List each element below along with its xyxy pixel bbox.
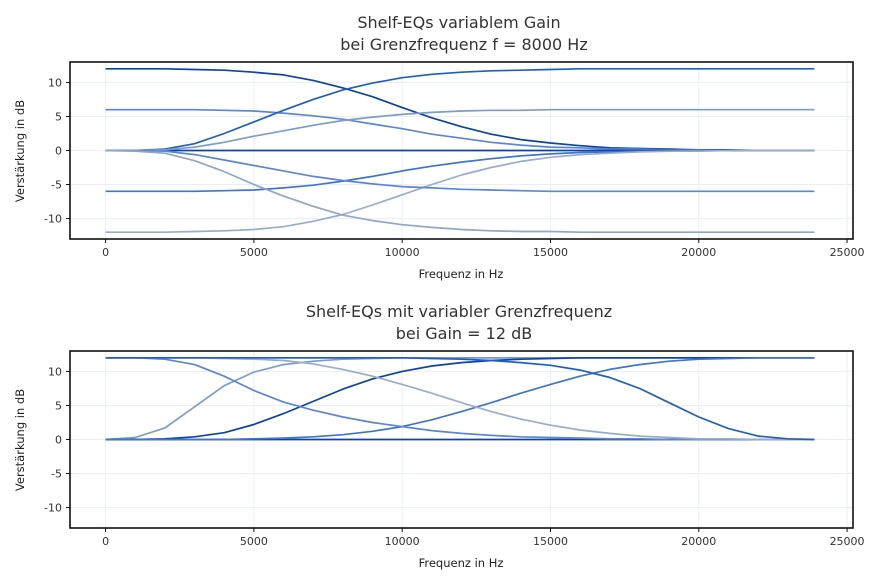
chart-title-line-2: bei Grenzfrequenz f = 8000 Hz — [340, 35, 587, 54]
x-tick-label: 0 — [102, 535, 109, 548]
y-tick-label: -5 — [51, 179, 62, 192]
x-tick-label: 10000 — [385, 246, 420, 259]
x-tick-label: 0 — [102, 246, 109, 259]
subplot-gain: Shelf-EQs variablem Gain bei Grenzfreque… — [13, 13, 865, 281]
y-tick-label: 10 — [48, 76, 62, 89]
series-lines — [105, 356, 815, 441]
x-tick-label: 25000 — [830, 246, 865, 259]
y-tick-label: -5 — [51, 468, 62, 481]
chart-title-line-1: Shelf-EQs mit variabler Grenzfrequenz — [306, 302, 612, 321]
series-line-4 — [105, 356, 815, 441]
y-axis-label: Verstärkung in dB — [13, 100, 27, 202]
x-tick-label: 15000 — [533, 535, 568, 548]
x-axis-label: Frequenz in Hz — [419, 556, 504, 570]
y-tick-label: 5 — [55, 399, 62, 412]
series-line-9 — [105, 149, 815, 234]
series-line-8 — [105, 149, 815, 193]
series-line-8 — [105, 356, 815, 441]
y-tick-label: 10 — [48, 365, 62, 378]
chart-title-line-1: Shelf-EQs variablem Gain — [357, 13, 560, 32]
x-tick-label: 25000 — [830, 535, 865, 548]
y-axis-label: Verstärkung in dB — [13, 389, 27, 491]
y-tick-label: 0 — [55, 145, 62, 158]
x-axis-label: Frequenz in Hz — [419, 267, 504, 281]
series-line-6 — [105, 67, 815, 152]
x-tick-label: 5000 — [240, 246, 268, 259]
y-tick-label: -10 — [44, 502, 62, 515]
chart-title-line-2: bei Gain = 12 dB — [396, 324, 532, 343]
y-ticks: -10 -5 0 5 10 — [44, 365, 70, 515]
series-line-7 — [105, 356, 815, 441]
series-line-7 — [105, 108, 815, 152]
series-line-5 — [105, 356, 815, 441]
series-line-3 — [105, 356, 815, 441]
x-tick-label: 5000 — [240, 535, 268, 548]
x-ticks: 0 5000 10000 15000 20000 25000 — [102, 528, 865, 548]
x-tick-label: 20000 — [681, 535, 716, 548]
subplot-cutoff: Shelf-EQs mit variabler Grenzfrequenz be… — [13, 302, 865, 570]
series-line-5 — [105, 149, 815, 234]
series-line-4 — [105, 149, 815, 193]
y-tick-label: 5 — [55, 110, 62, 123]
x-tick-label: 20000 — [681, 246, 716, 259]
series-line-6 — [105, 356, 815, 441]
y-tick-label: -10 — [44, 213, 62, 226]
series-lines — [105, 67, 815, 234]
x-tick-label: 10000 — [385, 535, 420, 548]
x-ticks: 0 5000 10000 15000 20000 25000 — [102, 239, 865, 259]
y-tick-label: 0 — [55, 434, 62, 447]
x-tick-label: 15000 — [533, 246, 568, 259]
y-ticks: -10 -5 0 5 10 — [44, 76, 70, 226]
